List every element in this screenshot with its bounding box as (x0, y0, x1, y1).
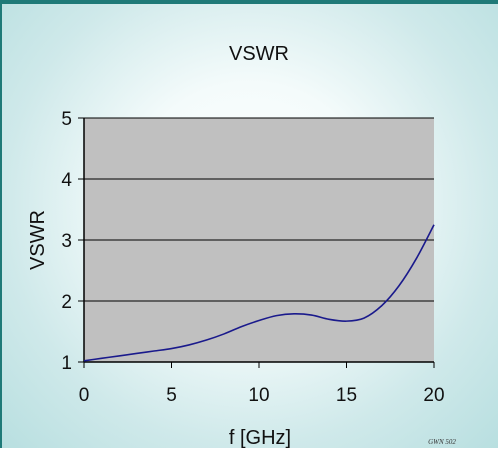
x-tick-label: 0 (79, 385, 90, 406)
x-tick-label: 10 (248, 385, 269, 406)
y-tick-label: 4 (61, 170, 72, 191)
chart-title: VSWR (229, 43, 289, 65)
y-tick-label: 3 (61, 231, 72, 252)
x-tick-label: 20 (423, 385, 444, 406)
x-tick-label: 5 (166, 385, 177, 406)
y-tick-labels: 1 2 3 4 5 (61, 109, 84, 374)
x-tick-label: 15 (336, 385, 357, 406)
y-tick-label: 5 (61, 109, 72, 130)
figure-code: GWN 502 (428, 438, 456, 446)
y-tick-label: 2 (61, 292, 72, 313)
x-tick-labels: 0 5 10 15 20 (79, 362, 445, 406)
y-tick-label: 1 (61, 353, 72, 374)
vswr-chart: VSWR 1 2 3 4 5 0 5 10 15 20 VSWR f [GHz] GWN 502 (27, 43, 456, 449)
gridlines (84, 117, 434, 302)
series-line-vswr (83, 224, 435, 362)
y-axis-title: VSWR (27, 210, 49, 270)
x-axis-title: f [GHz] (229, 427, 291, 449)
